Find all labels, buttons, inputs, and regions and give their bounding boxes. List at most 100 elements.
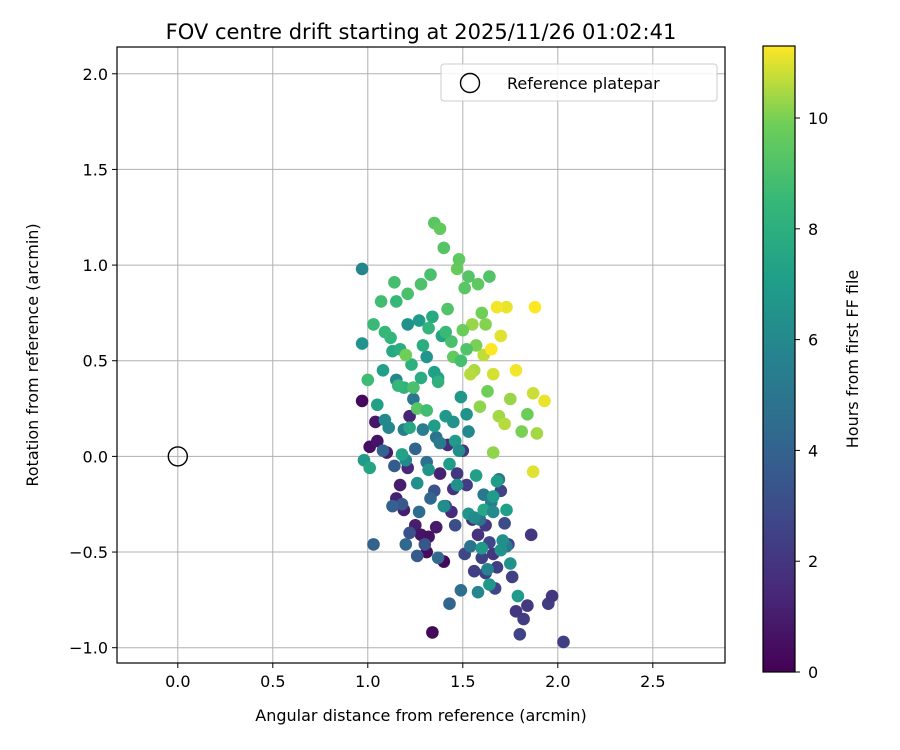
- data-point: [439, 325, 453, 339]
- data-point: [420, 350, 434, 364]
- chart-title: FOV centre drift starting at 2025/11/26 …: [166, 20, 677, 44]
- data-point: [475, 551, 489, 565]
- y-tick-label: 1.0: [83, 256, 108, 275]
- colorbar-tick-label: 10: [808, 109, 828, 128]
- data-point: [369, 415, 382, 429]
- x-tick-label: 0.5: [260, 672, 285, 691]
- data-point: [496, 534, 510, 547]
- data-point: [504, 557, 517, 570]
- data-point: [479, 318, 492, 331]
- data-point: [458, 281, 472, 295]
- data-point: [426, 626, 439, 639]
- reference-layer: [167, 446, 189, 467]
- y-tick-label: −0.5: [69, 543, 108, 562]
- data-point: [485, 342, 498, 356]
- data-point: [403, 409, 416, 423]
- data-point: [460, 478, 473, 492]
- x-tick-label: 2.0: [545, 672, 570, 691]
- data-point: [475, 306, 489, 320]
- data-point: [391, 379, 405, 392]
- data-point: [367, 318, 380, 331]
- data-point: [433, 222, 447, 236]
- data-point: [422, 321, 435, 335]
- data-point: [443, 457, 456, 471]
- data-point: [500, 503, 513, 517]
- data-point: [498, 417, 511, 431]
- data-point: [414, 277, 428, 291]
- data-point: [511, 589, 525, 603]
- data-point: [475, 541, 489, 555]
- x-tick-label: 2.5: [640, 672, 665, 691]
- data-point: [407, 392, 420, 406]
- data-point: [426, 310, 439, 324]
- data-point: [355, 337, 369, 350]
- colorbar-gradient: [762, 45, 796, 673]
- data-point: [469, 469, 483, 482]
- data-point: [428, 419, 441, 433]
- x-tick-label: 1.0: [355, 672, 380, 691]
- data-point: [399, 348, 413, 362]
- data-point: [428, 365, 441, 379]
- data-point: [388, 276, 401, 289]
- data-point: [524, 528, 538, 542]
- x-tick-label: 0.0: [165, 672, 190, 691]
- data-point: [393, 478, 407, 492]
- data-point: [481, 385, 494, 398]
- legend-marker-circle-icon: [459, 72, 481, 94]
- data-point: [494, 543, 508, 557]
- data-point: [462, 270, 475, 283]
- data-point: [399, 538, 413, 551]
- data-point: [498, 517, 511, 530]
- data-point: [429, 520, 443, 534]
- data-point: [410, 402, 424, 415]
- data-point: [363, 461, 377, 475]
- data-point: [431, 375, 445, 389]
- data-point: [431, 551, 445, 565]
- data-point: [424, 268, 437, 281]
- data-point: [545, 589, 559, 603]
- data-point: [448, 518, 462, 532]
- data-point: [452, 253, 466, 266]
- y-axis-label: Rotation from reference (arcmin): [23, 223, 42, 486]
- data-point: [526, 465, 540, 478]
- data-point: [412, 505, 426, 519]
- data-point: [376, 364, 390, 377]
- data-point: [378, 413, 392, 427]
- data-point: [509, 605, 523, 618]
- data-point: [410, 549, 424, 563]
- data-point: [486, 446, 500, 459]
- colorbar-tick-label: 2: [808, 552, 818, 571]
- colorbar-tick-label: 6: [808, 331, 818, 350]
- data-point: [355, 394, 369, 408]
- data-point: [450, 478, 464, 492]
- data-point: [403, 526, 416, 540]
- data-point: [441, 302, 454, 316]
- data-point: [490, 300, 504, 314]
- data-point: [388, 459, 401, 473]
- data-point: [477, 488, 491, 501]
- y-tick-label: 0.0: [83, 447, 108, 466]
- y-tick-label: 0.5: [83, 352, 108, 371]
- data-point: [486, 367, 500, 381]
- data-point: [452, 444, 466, 457]
- data-point: [538, 394, 551, 408]
- y-axis-ticks: −1.0 −0.5 0.0 0.5 1.0 1.5 2.0: [69, 65, 117, 658]
- data-point: [454, 390, 468, 404]
- x-tick-label: 1.5: [450, 672, 475, 691]
- y-tick-label: −1.0: [69, 639, 108, 658]
- data-point: [386, 499, 399, 513]
- data-points: [355, 216, 570, 649]
- data-point: [483, 578, 496, 591]
- data-point: [371, 434, 384, 448]
- data-point: [462, 425, 475, 438]
- data-point: [486, 490, 500, 503]
- colorbar: 0 2 4 6 8 10 Hours from first FF file: [762, 45, 862, 682]
- data-point: [418, 538, 432, 551]
- data-point: [471, 585, 485, 599]
- data-point: [447, 415, 460, 429]
- data-point: [467, 564, 481, 578]
- data-point: [505, 570, 519, 584]
- data-point: [494, 329, 508, 343]
- plot-frame: [116, 46, 726, 664]
